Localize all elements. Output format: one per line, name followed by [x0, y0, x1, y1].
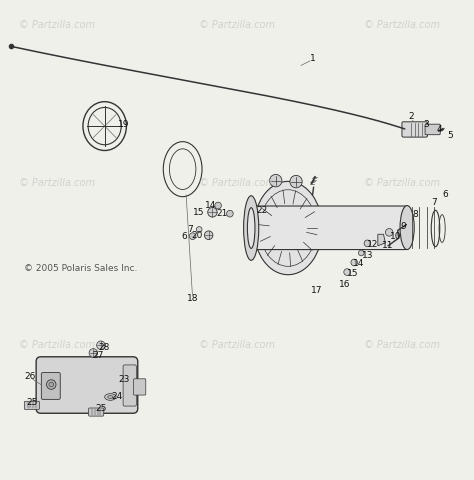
Text: © Partzilla.com: © Partzilla.com	[365, 178, 440, 188]
Text: © 2005 Polaris Sales Inc.: © 2005 Polaris Sales Inc.	[24, 264, 138, 273]
Text: 8: 8	[413, 210, 419, 219]
Text: 18: 18	[187, 294, 198, 303]
Circle shape	[364, 240, 371, 247]
Text: 6: 6	[181, 232, 187, 240]
Text: © Partzilla.com: © Partzilla.com	[19, 178, 95, 188]
Text: 1: 1	[310, 54, 316, 62]
Circle shape	[385, 228, 393, 236]
Text: 7: 7	[187, 225, 192, 234]
Circle shape	[189, 233, 196, 240]
Text: 26: 26	[25, 372, 36, 381]
Ellipse shape	[400, 205, 414, 250]
Text: 15: 15	[192, 208, 204, 217]
Text: 23: 23	[118, 375, 129, 384]
Circle shape	[215, 202, 221, 209]
Circle shape	[227, 210, 233, 217]
FancyBboxPatch shape	[402, 122, 428, 137]
Text: 6: 6	[442, 190, 448, 199]
Text: 9: 9	[401, 222, 406, 231]
Text: © Partzilla.com: © Partzilla.com	[365, 20, 440, 30]
Text: 15: 15	[347, 269, 358, 278]
Text: 4: 4	[437, 125, 442, 134]
Text: 3: 3	[423, 120, 429, 129]
Text: © Partzilla.com: © Partzilla.com	[199, 340, 275, 350]
Circle shape	[208, 207, 217, 217]
Text: 21: 21	[216, 209, 228, 218]
Text: © Partzilla.com: © Partzilla.com	[199, 178, 275, 188]
FancyBboxPatch shape	[24, 401, 39, 409]
Text: 25: 25	[96, 405, 107, 413]
Text: 28: 28	[98, 343, 109, 352]
Text: 5: 5	[448, 131, 454, 140]
Text: 17: 17	[310, 286, 322, 295]
Text: 27: 27	[92, 351, 104, 360]
Circle shape	[270, 174, 282, 187]
Ellipse shape	[254, 181, 322, 275]
Text: © Partzilla.com: © Partzilla.com	[199, 20, 275, 30]
Ellipse shape	[247, 208, 255, 248]
Circle shape	[46, 380, 56, 389]
Ellipse shape	[108, 396, 113, 398]
FancyBboxPatch shape	[425, 124, 440, 135]
Circle shape	[196, 227, 202, 232]
Text: 13: 13	[362, 251, 373, 260]
Circle shape	[49, 382, 54, 387]
Circle shape	[97, 341, 105, 349]
Circle shape	[358, 250, 364, 256]
Ellipse shape	[244, 196, 259, 260]
Circle shape	[351, 259, 357, 266]
FancyBboxPatch shape	[36, 357, 138, 413]
Circle shape	[344, 269, 350, 276]
Text: 10: 10	[390, 232, 401, 240]
Circle shape	[274, 214, 302, 242]
Text: 16: 16	[339, 279, 350, 288]
Text: 24: 24	[111, 392, 123, 401]
Text: 14: 14	[205, 201, 216, 210]
Circle shape	[290, 175, 302, 188]
Circle shape	[204, 231, 213, 240]
FancyBboxPatch shape	[123, 365, 137, 406]
FancyBboxPatch shape	[255, 206, 409, 250]
Text: 20: 20	[191, 231, 203, 240]
Text: 7: 7	[432, 198, 438, 207]
Text: 22: 22	[256, 206, 268, 215]
Text: 25: 25	[26, 398, 37, 407]
Polygon shape	[378, 234, 385, 246]
Ellipse shape	[105, 394, 116, 400]
FancyBboxPatch shape	[41, 372, 60, 399]
Text: 14: 14	[353, 259, 365, 268]
Text: 11: 11	[382, 241, 393, 250]
FancyBboxPatch shape	[89, 408, 104, 416]
Text: © Partzilla.com: © Partzilla.com	[365, 340, 440, 350]
Text: © Partzilla.com: © Partzilla.com	[19, 340, 95, 350]
Text: 12: 12	[367, 240, 379, 249]
FancyBboxPatch shape	[134, 379, 146, 395]
Text: 19: 19	[118, 120, 129, 129]
Text: © Partzilla.com: © Partzilla.com	[19, 20, 95, 30]
Text: 2: 2	[408, 112, 414, 121]
Circle shape	[89, 348, 98, 357]
